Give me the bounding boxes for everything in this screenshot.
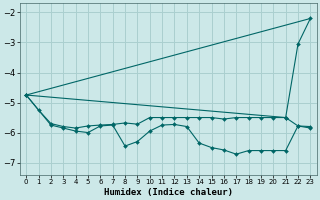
X-axis label: Humidex (Indice chaleur): Humidex (Indice chaleur)	[104, 188, 233, 197]
